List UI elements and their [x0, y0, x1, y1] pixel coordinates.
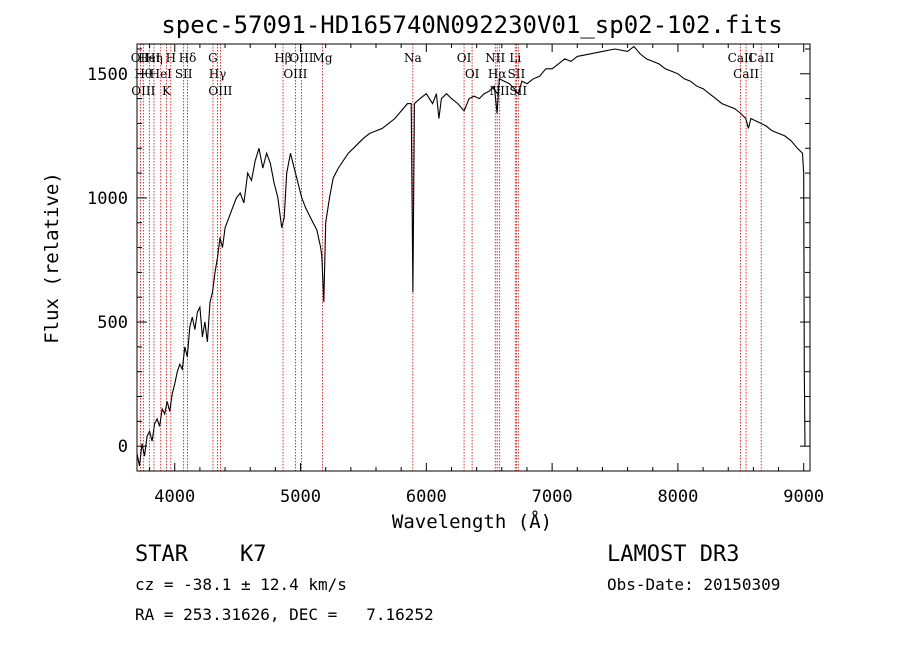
- x-axis-label: Wavelength (Å): [392, 510, 552, 533]
- emission-line-label: G: [208, 51, 218, 65]
- y-axis-label: Flux (relative): [41, 172, 63, 344]
- emission-line-label: CaII: [733, 67, 759, 81]
- redshift-readout: cz = -38.1 ± 12.4 km/s: [135, 575, 347, 594]
- object-class: STAR: [135, 542, 189, 567]
- spectrum-series-group: [136, 45, 806, 467]
- emission-line-label: CaII: [748, 51, 774, 65]
- x-tick-label: 7000: [532, 487, 573, 507]
- emission-line-label: OII: [131, 51, 151, 65]
- emission-line-label: OIII: [208, 84, 232, 98]
- emission-line-label: Hγ: [209, 67, 227, 81]
- emission-line-label: Hβ: [274, 51, 291, 65]
- emission-line-label: OIII: [131, 84, 155, 98]
- y-tick-label: 1500: [87, 65, 128, 85]
- chart-title: spec-57091-HD165740N092230V01_sp02-102.f…: [161, 11, 782, 39]
- plot-frame: [136, 43, 811, 472]
- y-tick-label: 0: [118, 437, 128, 457]
- emission-line-label: SII: [508, 67, 526, 81]
- emission-line-label: HeI: [150, 67, 173, 81]
- emission-line-label: CaII: [728, 51, 754, 65]
- spectrum-line: [136, 45, 806, 467]
- emission-lines-group: [139, 44, 762, 471]
- emission-line-label: OI: [465, 67, 480, 81]
- survey-name: LAMOST DR3: [607, 542, 739, 567]
- x-tick-label: 4000: [154, 487, 195, 507]
- y-axis-ticks: 0 500 1000 1500: [87, 48, 810, 472]
- emission-line-label: NII: [490, 84, 510, 98]
- x-tick-label: 5000: [280, 487, 321, 507]
- emission-line-label: H: [166, 51, 176, 65]
- emission-line-label: Hη: [145, 51, 163, 65]
- x-tick-label: 6000: [406, 487, 447, 507]
- emission-line-label: OIII: [289, 51, 313, 65]
- x-tick-label: 9000: [783, 487, 824, 507]
- object-subclass: K7: [240, 542, 267, 567]
- x-axis-ticks: 4000 5000 6000 7000 8000 9000: [149, 44, 824, 507]
- emission-line-label: Hδ: [179, 51, 197, 65]
- emission-line-label: OI: [457, 51, 472, 65]
- emission-line-label: OIII: [283, 67, 307, 81]
- obs-date: Obs-Date: 20150309: [607, 575, 780, 594]
- emission-line-label: Li: [509, 51, 521, 65]
- emission-line-label: HeI: [138, 51, 161, 65]
- emission-line-label: SII: [175, 67, 193, 81]
- emission-line-label: Hα: [488, 67, 507, 81]
- emission-line-label: Na: [404, 51, 422, 65]
- emission-line-label: NII: [485, 51, 505, 65]
- emission-line-label: K: [162, 84, 172, 98]
- x-tick-label: 8000: [657, 487, 698, 507]
- y-tick-label: 1000: [87, 189, 128, 209]
- coordinates-readout: RA = 253.31626, DEC = 7.16252: [135, 605, 434, 624]
- y-tick-label: 500: [97, 313, 128, 333]
- emission-line-label: Mg: [313, 51, 333, 65]
